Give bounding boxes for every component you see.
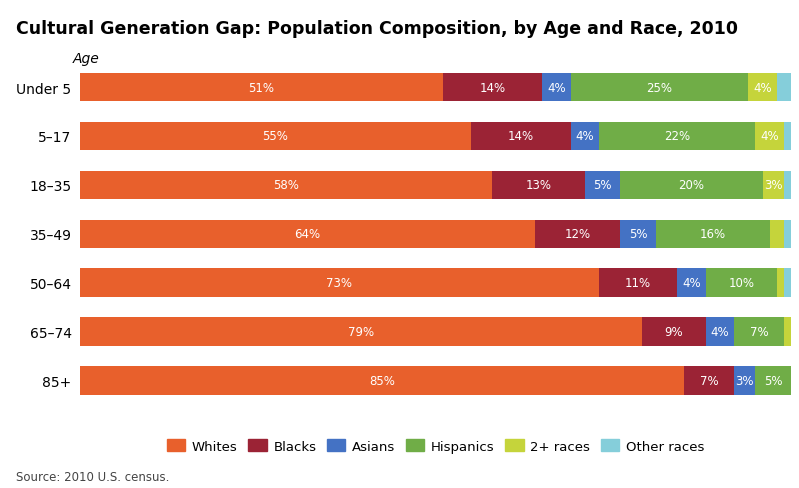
Text: 10%: 10% <box>728 277 754 289</box>
Bar <box>620 220 656 248</box>
Bar <box>784 318 791 346</box>
Legend: Whites, Blacks, Asians, Hispanics, 2+ races, Other races: Whites, Blacks, Asians, Hispanics, 2+ ra… <box>161 434 710 458</box>
Text: 5%: 5% <box>629 228 647 241</box>
Text: 4%: 4% <box>753 81 772 94</box>
Text: 5%: 5% <box>594 179 612 192</box>
Text: 4%: 4% <box>682 277 701 289</box>
Bar <box>585 171 620 200</box>
Bar <box>642 318 706 346</box>
Bar <box>570 122 599 151</box>
Bar <box>492 171 585 200</box>
Text: 7%: 7% <box>749 325 769 338</box>
Bar <box>756 366 791 395</box>
Text: 3%: 3% <box>764 179 782 192</box>
Bar <box>784 171 791 200</box>
Bar <box>734 318 784 346</box>
Text: 20%: 20% <box>678 179 705 192</box>
Bar <box>784 122 791 151</box>
Bar <box>620 171 762 200</box>
Text: 4%: 4% <box>761 130 779 143</box>
Text: 12%: 12% <box>565 228 590 241</box>
Text: 51%: 51% <box>248 81 274 94</box>
Text: 55%: 55% <box>263 130 288 143</box>
Bar <box>80 74 443 102</box>
Text: 25%: 25% <box>646 81 673 94</box>
Bar <box>762 171 784 200</box>
Bar <box>777 269 784 297</box>
Text: 4%: 4% <box>710 325 729 338</box>
Bar <box>599 269 678 297</box>
Bar <box>80 171 492 200</box>
Bar <box>80 318 642 346</box>
Text: Age: Age <box>73 52 100 66</box>
Bar <box>685 366 734 395</box>
Bar <box>535 220 620 248</box>
Bar <box>769 220 784 248</box>
Bar <box>784 269 791 297</box>
Bar <box>734 366 756 395</box>
Text: 7%: 7% <box>700 374 718 387</box>
Bar <box>656 220 769 248</box>
Bar <box>706 318 734 346</box>
Bar <box>777 74 791 102</box>
Text: 5%: 5% <box>764 374 782 387</box>
Text: 14%: 14% <box>507 130 534 143</box>
Bar <box>749 74 777 102</box>
Bar <box>543 74 570 102</box>
Bar <box>784 220 791 248</box>
Bar <box>80 269 599 297</box>
Text: 11%: 11% <box>625 277 651 289</box>
Bar <box>80 220 535 248</box>
Bar <box>678 269 706 297</box>
Text: 16%: 16% <box>700 228 725 241</box>
Text: 64%: 64% <box>294 228 320 241</box>
Bar <box>471 122 570 151</box>
Bar <box>570 74 749 102</box>
Text: 13%: 13% <box>526 179 551 192</box>
Text: 79%: 79% <box>348 325 374 338</box>
Bar <box>599 122 756 151</box>
Text: 22%: 22% <box>664 130 690 143</box>
Bar <box>80 122 471 151</box>
Text: 85%: 85% <box>369 374 395 387</box>
Text: 4%: 4% <box>575 130 594 143</box>
Text: 58%: 58% <box>273 179 299 192</box>
Bar <box>80 366 685 395</box>
Bar <box>756 122 784 151</box>
Text: 73%: 73% <box>327 277 352 289</box>
Text: 9%: 9% <box>664 325 683 338</box>
Text: Cultural Generation Gap: Population Composition, by Age and Race, 2010: Cultural Generation Gap: Population Comp… <box>16 20 738 38</box>
Text: Source: 2010 U.S. census.: Source: 2010 U.S. census. <box>16 470 169 483</box>
Text: 4%: 4% <box>547 81 566 94</box>
Bar <box>443 74 542 102</box>
Text: 3%: 3% <box>736 374 754 387</box>
Bar <box>706 269 777 297</box>
Text: 14%: 14% <box>479 81 506 94</box>
